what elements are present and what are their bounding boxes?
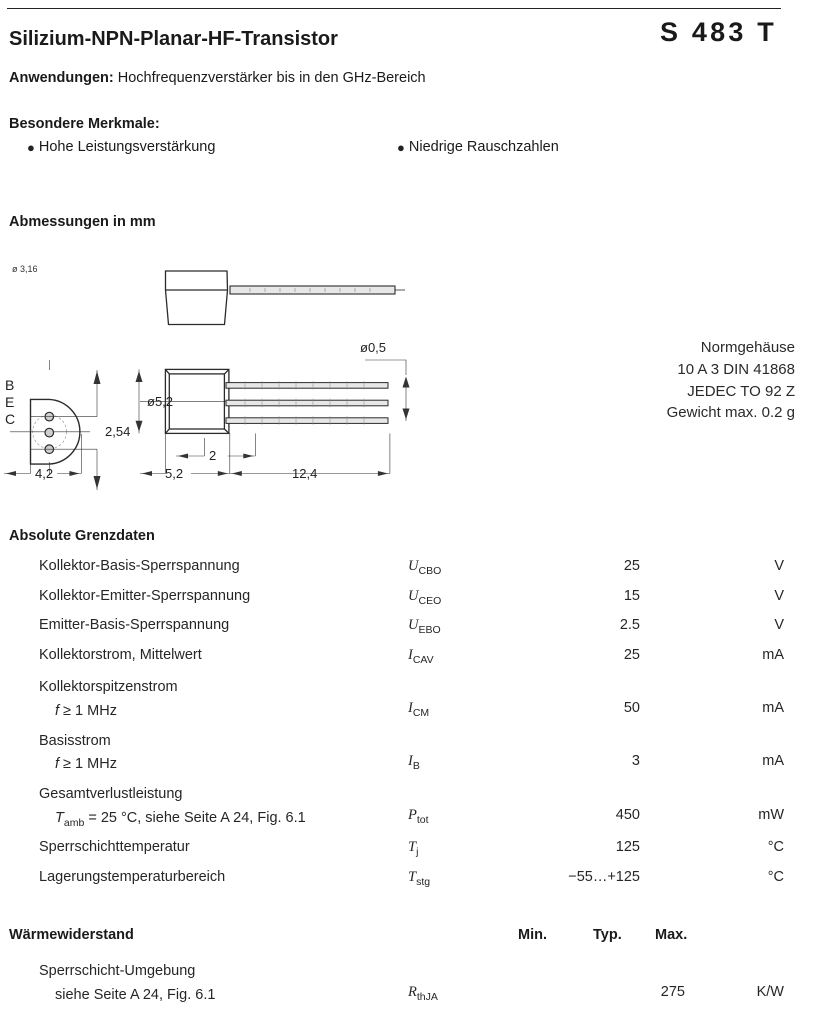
svg-text:ø5,2: ø5,2 xyxy=(147,394,173,409)
svg-text:4,2: 4,2 xyxy=(35,466,53,481)
svg-text:5,2: 5,2 xyxy=(165,466,183,481)
svg-text:E: E xyxy=(5,394,14,410)
svg-text:C: C xyxy=(5,411,15,427)
svg-text:ø 3,16: ø 3,16 xyxy=(12,264,38,274)
svg-text:ø0,5: ø0,5 xyxy=(360,340,386,355)
svg-text:2,54: 2,54 xyxy=(105,424,130,439)
svg-text:2: 2 xyxy=(209,448,216,463)
svg-text:12,4: 12,4 xyxy=(292,466,317,481)
svg-text:B: B xyxy=(5,377,14,393)
